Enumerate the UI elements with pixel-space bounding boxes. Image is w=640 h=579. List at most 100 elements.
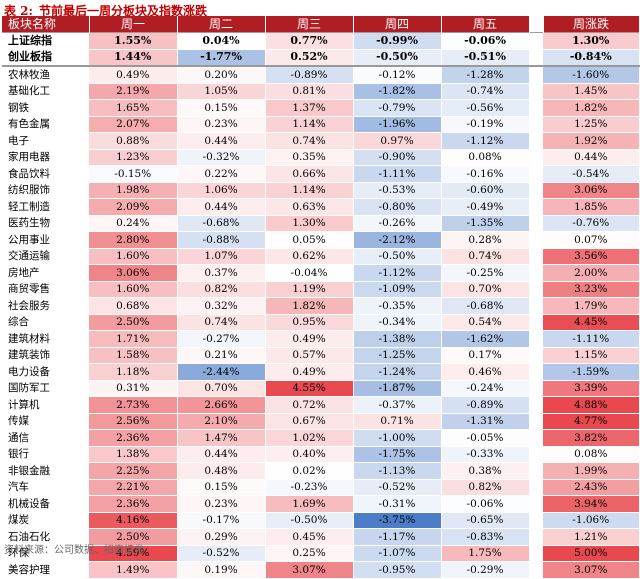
row-name: 食品饮料 (8, 167, 50, 180)
gap-cell (529, 380, 543, 397)
table-row: 美容护理 1.49% 0.19% 3.07% -0.95% -0.29% 3.07% (2, 561, 640, 579)
row-name: 电力设备 (8, 365, 50, 378)
cell-thu: -1.07% (353, 545, 442, 562)
row-name: 创业板指 (2, 49, 89, 67)
row-name: 纺织服饰 (8, 184, 50, 197)
gap-cell (529, 182, 543, 199)
cell-mon: 1.55% (89, 32, 178, 50)
cell-fri: -0.56% (441, 99, 530, 117)
cell-thu: -1.13% (353, 462, 442, 480)
gap-cell (529, 479, 543, 496)
row-name: 建筑材料 (8, 332, 50, 345)
cell-tue: 0.04% (177, 32, 266, 50)
cell-tue: 0.15% (177, 99, 266, 117)
cell-wed: 1.19% (265, 281, 354, 298)
gap-cell (529, 413, 543, 430)
cell-fri: 0.28% (441, 231, 530, 249)
cell-week: 1.21% (543, 528, 640, 546)
cell-thu: -1.75% (353, 446, 442, 463)
cell-mon: 4.59% (89, 545, 178, 562)
cell-mon: 0.88% (89, 132, 178, 150)
cell-wed: -0.50% (265, 512, 354, 529)
row-name: 通信 (8, 431, 29, 444)
table-row: 电子 0.88% 0.44% 0.74% 0.97% -1.12% 1.92% (2, 132, 640, 150)
table-row: 机械设备 2.36% 0.23% 1.69% -0.31% -0.06% 3.94% (2, 495, 640, 513)
cell-wed: 0.72% (265, 396, 354, 414)
cell-wed: 0.05% (265, 231, 354, 249)
cell-tue: 0.82% (177, 281, 266, 298)
cell-wed: 1.69% (265, 495, 354, 513)
cell-fri: -0.51% (441, 49, 530, 67)
cell-week: 5.00% (543, 545, 640, 562)
gap-cell (529, 116, 543, 133)
cell-thu: -0.95% (353, 561, 442, 579)
row-name: 农林牧渔 (8, 69, 50, 81)
row-name: 机械设备 (8, 497, 50, 510)
table-caption: 节前最后一周分板块及指数涨跌 (38, 4, 207, 18)
cell-week: -1.60% (543, 66, 640, 84)
row-name: 煤炭 (8, 514, 29, 527)
row-name: 公用事业 (8, 233, 50, 246)
table-row: 有色金属 2.07% 0.23% 1.14% -1.96% -0.19% 1.25% (2, 116, 640, 133)
cell-week: 2.43% (543, 479, 640, 496)
table-row: 传媒 2.56% 2.10% 0.67% 0.71% -1.31% 4.77% (2, 413, 640, 430)
gap-cell (529, 429, 543, 446)
cell-wed: 0.66% (265, 165, 354, 183)
cell-tue: 0.21% (177, 347, 266, 364)
cell-fri: -1.28% (441, 66, 530, 84)
cell-mon: 2.09% (89, 198, 178, 216)
row-name: 汽车 (8, 481, 29, 494)
cell-week: 4.77% (543, 413, 640, 430)
cell-mon: 1.98% (89, 182, 178, 199)
cell-tue: 0.37% (177, 264, 266, 282)
row-name: 上证综指 (2, 32, 89, 49)
cell-thu: -1.82% (353, 83, 442, 100)
cell-tue: 0.29% (177, 528, 266, 546)
cell-wed: 0.63% (265, 198, 354, 216)
cell-mon: 1.44% (89, 49, 178, 67)
header-tue: 周二 (177, 16, 266, 33)
cell-wed: 1.82% (265, 297, 354, 315)
cell-tue: -0.32% (177, 149, 266, 166)
cell-mon: 2.21% (89, 479, 178, 496)
cell-wed: 0.95% (265, 314, 354, 331)
cell-thu: -1.38% (353, 330, 442, 348)
gap-cell (529, 330, 543, 347)
cell-fri: -0.19% (441, 116, 530, 133)
table-row: 石油石化 2.50% 0.29% 0.45% -1.17% -0.83% 1.21% (2, 528, 640, 546)
cell-thu: -0.79% (353, 99, 442, 117)
table-row: 建筑材料 1.71% -0.27% 0.49% -1.38% -1.62% -1.11% (2, 330, 640, 348)
cell-wed: -0.04% (265, 264, 354, 282)
table-row: 家用电器 1.23% -0.32% 0.35% -0.90% 0.08% 0.44% (2, 149, 640, 166)
gap-cell (529, 528, 543, 545)
cell-week: -1.11% (543, 330, 640, 348)
row-name: 建筑装饰 (8, 349, 50, 362)
table-row: 煤炭 4.16% -0.17% -0.50% -3.75% -0.65% -1.06% (2, 512, 640, 529)
cell-fri: 0.08% (441, 149, 530, 166)
cell-tue: 0.19% (177, 561, 266, 579)
gap-cell (529, 132, 543, 149)
cell-week: 4.45% (543, 314, 640, 331)
table-row: 计算机 2.73% 2.66% 0.72% -0.37% -0.89% 4.88% (2, 396, 640, 414)
cell-wed: 0.57% (265, 347, 354, 364)
cell-fri: -0.68% (441, 297, 530, 315)
cell-week: 1.79% (543, 297, 640, 315)
cell-mon: 1.18% (89, 363, 178, 381)
cell-week: 0.07% (543, 231, 640, 249)
cell-tue: 0.32% (177, 297, 266, 315)
cell-fri: 0.17% (441, 347, 530, 364)
gap-cell (529, 545, 543, 562)
cell-tue: -0.88% (177, 231, 266, 249)
table-row: 交通运输 1.60% 1.07% 0.62% -0.50% 0.74% 3.56% (2, 248, 640, 265)
gap-cell (529, 314, 543, 331)
cell-thu: -0.52% (353, 479, 442, 496)
cell-week: -1.06% (543, 512, 640, 529)
cell-wed: -0.89% (265, 66, 354, 84)
cell-tue: 0.44% (177, 132, 266, 150)
cell-fri: -0.29% (441, 561, 530, 579)
cell-tue: 0.23% (177, 495, 266, 513)
cell-week: 3.39% (543, 380, 640, 397)
cell-fri: -0.60% (441, 182, 530, 199)
cell-thu: -1.96% (353, 116, 442, 133)
cell-mon: 2.19% (89, 83, 178, 100)
